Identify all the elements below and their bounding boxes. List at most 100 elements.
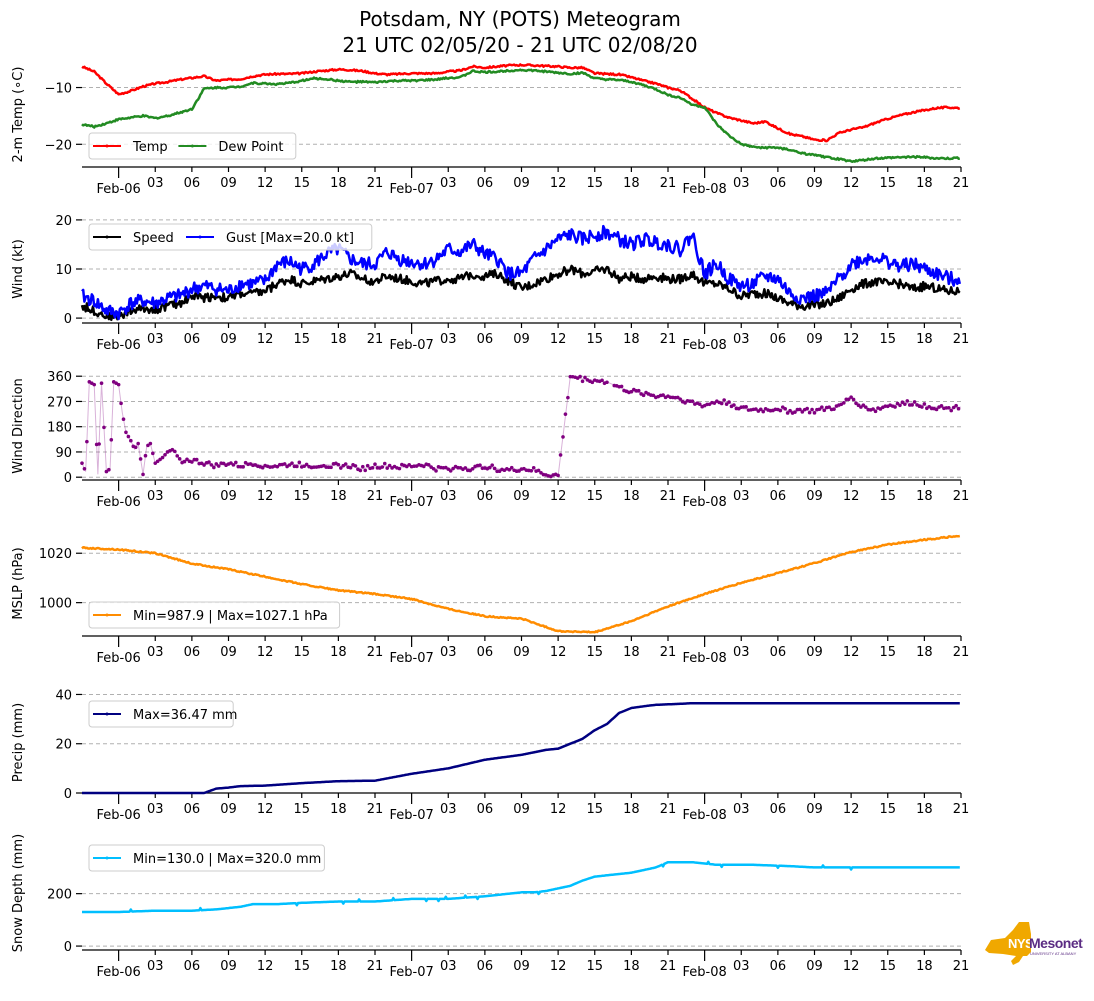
series-snow-depth [81, 860, 960, 914]
x-tick-label: 18 [623, 176, 640, 191]
wind-direction-point [798, 407, 802, 412]
x-tick-label: 09 [513, 959, 530, 974]
wind-direction-point [651, 393, 656, 398]
x-tick-label: 09 [220, 332, 237, 347]
legend-box [88, 844, 325, 872]
wind-direction-point [329, 465, 333, 470]
y-axis-label: MSLP (hPa) [11, 547, 26, 619]
x-tick-label: 18 [916, 489, 933, 504]
wind-direction-point [629, 389, 634, 394]
panel-precip: 0 20 40 Precip (mm) 03 06 09 12 15 18 21 03 06 09 12 15… [11, 688, 969, 823]
y-tick-label: 90 [55, 446, 72, 461]
x-tick-label: 03 [440, 489, 457, 504]
logo-university-text: UNIVERSITY AT ALBANY [1030, 951, 1077, 956]
y-axis-label: Snow Depth (mm) [11, 834, 26, 952]
wind-direction-point [744, 405, 748, 409]
wind-direction-point [129, 438, 133, 443]
x-tick-label: 06 [770, 959, 787, 974]
x-tick-label: 18 [916, 332, 933, 347]
wind-direction-point [158, 457, 162, 462]
wind-direction-point [903, 402, 907, 406]
wind-direction-point [102, 425, 106, 430]
x-tick-label: 18 [623, 489, 640, 504]
wind-direction-point [842, 401, 846, 405]
x-tick-label: 18 [330, 176, 347, 191]
y-tick-label: 0 [64, 940, 72, 955]
x-tick-label: 06 [770, 645, 787, 660]
wind-direction-point [478, 463, 482, 468]
wind-direction-point [358, 468, 363, 473]
series-gust [81, 224, 962, 321]
wind-direction-point [507, 468, 512, 472]
y-axis-label: 2-m Temp (∘C) [11, 67, 26, 163]
x-tick-label: 18 [623, 959, 640, 974]
x-tick-label: 06 [184, 802, 201, 817]
x-tick-label: 18 [916, 802, 933, 817]
x-tick-label: 12 [550, 959, 567, 974]
legend-marker [105, 144, 109, 148]
y-tick-label: −20 [45, 138, 72, 153]
x-tick-label: 12 [843, 176, 860, 191]
wind-direction-point [727, 400, 731, 404]
wind-direction-point [724, 402, 729, 406]
wind-direction-point [590, 380, 595, 385]
wind-direction-point [451, 466, 455, 471]
wind-direction-point [954, 403, 958, 408]
legend-marker [105, 712, 109, 716]
wind-direction-point [810, 407, 814, 412]
x-tick-label: 06 [770, 332, 787, 347]
title-period: 21 UTC 02/05/20 - 21 UTC 02/08/20 [342, 33, 698, 57]
x-tick-label: 09 [220, 489, 237, 504]
x-tick-label: 12 [550, 176, 567, 191]
wind-direction-point [304, 462, 309, 467]
wind-direction-point [434, 469, 438, 473]
wind-direction-point [175, 454, 180, 458]
wind-direction-point [124, 430, 128, 435]
series-mslp [81, 534, 961, 634]
wind-direction-point [448, 469, 453, 473]
wind-direction-point [82, 466, 87, 471]
wind-direction-point [900, 400, 905, 404]
x-date-label: Feb-06 [97, 965, 141, 980]
wind-direction-point [373, 462, 377, 467]
x-tick-label: 18 [916, 176, 933, 191]
wind-direction-point [209, 463, 214, 467]
wind-direction-point [360, 464, 365, 469]
wind-direction-point [822, 408, 827, 413]
wind-direction-point [583, 375, 587, 380]
x-tick-label: 09 [220, 176, 237, 191]
x-tick-label: 18 [916, 645, 933, 660]
x-date-label: Feb-07 [390, 338, 434, 353]
wind-direction-point [212, 465, 216, 470]
x-tick-label: 12 [550, 645, 567, 660]
wind-direction-point [126, 434, 131, 439]
wind-direction-point [934, 407, 939, 412]
wind-direction-point [578, 374, 582, 379]
wind-direction-point [920, 405, 924, 409]
new-york-state-icon [985, 922, 1031, 965]
wind-direction-point [343, 462, 348, 466]
legend: Max=36.47 mm [88, 700, 237, 728]
x-tick-label: 18 [330, 645, 347, 660]
x-tick-label: 09 [513, 489, 530, 504]
wind-direction-point [761, 409, 766, 414]
y-tick-label: 200 [47, 888, 72, 903]
x-tick-label: 21 [660, 176, 677, 191]
y-tick-label: 0 [64, 787, 72, 802]
x-tick-label: 03 [440, 176, 457, 191]
wind-direction-point [863, 405, 868, 409]
wind-direction-point [290, 461, 294, 465]
y-tick-label: 180 [47, 421, 72, 436]
x-tick-label: 12 [257, 802, 274, 817]
wind-direction-point [348, 465, 353, 470]
x-tick-label: 21 [953, 802, 970, 817]
logo-mesonet-text: Mesonet [1029, 935, 1083, 951]
wind-direction-point [353, 464, 358, 468]
title-station: Potsdam, NY (POTS) Meteogram [359, 7, 681, 31]
legend-box [88, 223, 373, 251]
x-tick-label: 12 [257, 489, 274, 504]
wind-direction-point [956, 406, 961, 411]
wind-direction-point [922, 402, 927, 406]
